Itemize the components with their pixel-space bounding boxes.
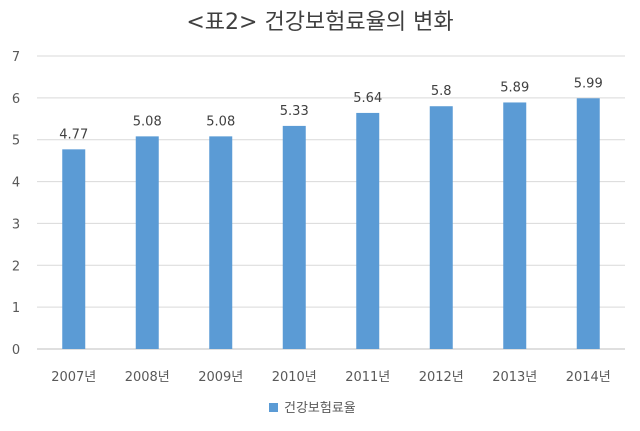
- y-tick-label: 0: [12, 343, 20, 358]
- data-label: 5.89: [500, 80, 529, 95]
- data-labels: 4.77 5.08 5.08 5.33 5.64 5.8 5.89 5.99: [59, 76, 602, 142]
- data-label: 5.99: [574, 76, 603, 91]
- x-tick-label: 2008년: [125, 370, 170, 385]
- y-axis: 0 1 2 3 4 5 6 7: [12, 50, 20, 358]
- y-tick-label: 2: [12, 259, 20, 274]
- x-tick-label: 2010년: [272, 370, 317, 385]
- x-tick-label: 2012년: [419, 370, 464, 385]
- bar: [135, 136, 159, 349]
- data-label: 5.8: [431, 84, 452, 99]
- data-label: 5.33: [280, 104, 309, 119]
- y-tick-label: 3: [12, 217, 20, 232]
- x-axis: 2007년 2008년 2009년 2010년 2011년 2012년 2013년 2014년: [51, 370, 611, 385]
- y-tick-label: 4: [12, 176, 20, 191]
- y-tick-label: 6: [12, 92, 20, 107]
- x-tick-label: 2007년: [51, 370, 96, 385]
- bar: [62, 149, 86, 349]
- bar: [356, 112, 380, 349]
- legend: 건강보험료율: [269, 401, 356, 416]
- y-tick-label: 5: [12, 134, 20, 149]
- data-label: 5.08: [206, 114, 235, 129]
- bar: [209, 136, 233, 349]
- legend-label: 건강보험료율: [284, 401, 356, 416]
- data-label: 5.64: [353, 91, 382, 106]
- data-label: 4.77: [59, 127, 88, 142]
- x-tick-label: 2011년: [345, 370, 390, 385]
- y-tick-label: 1: [12, 301, 20, 316]
- gridlines: [37, 55, 625, 350]
- bar: [429, 106, 453, 349]
- x-tick-label: 2014년: [566, 370, 611, 385]
- bar: [282, 125, 306, 349]
- x-tick-label: 2013년: [492, 370, 537, 385]
- bars: [62, 98, 600, 349]
- x-tick-label: 2009년: [198, 370, 243, 385]
- data-label: 5.08: [133, 114, 162, 129]
- y-tick-label: 7: [12, 50, 20, 65]
- bar: [503, 102, 527, 349]
- bar: [576, 98, 600, 349]
- chart-title: <표2> 건강보험료율의 변화: [186, 10, 453, 35]
- legend-swatch: [269, 403, 278, 412]
